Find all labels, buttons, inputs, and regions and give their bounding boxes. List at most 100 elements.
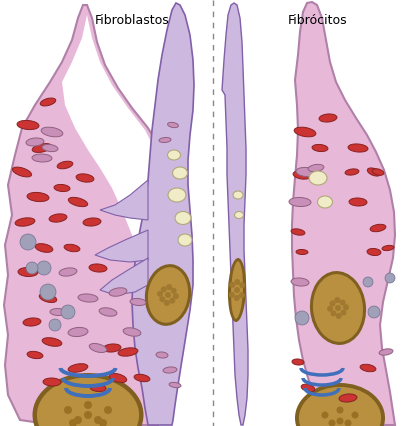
Ellipse shape <box>159 138 171 143</box>
Circle shape <box>343 304 349 310</box>
Circle shape <box>335 305 341 311</box>
Circle shape <box>99 419 107 426</box>
Ellipse shape <box>147 266 189 324</box>
Ellipse shape <box>168 150 181 160</box>
Polygon shape <box>132 3 194 425</box>
Circle shape <box>40 284 56 300</box>
Circle shape <box>164 300 170 306</box>
Ellipse shape <box>89 264 107 272</box>
Circle shape <box>161 286 167 292</box>
Polygon shape <box>292 2 395 425</box>
Ellipse shape <box>367 248 381 256</box>
Ellipse shape <box>35 376 141 426</box>
Ellipse shape <box>289 198 311 207</box>
Ellipse shape <box>349 198 367 206</box>
Ellipse shape <box>40 98 56 106</box>
Circle shape <box>328 420 336 426</box>
Polygon shape <box>100 258 148 295</box>
Circle shape <box>157 291 163 297</box>
Ellipse shape <box>294 127 316 137</box>
Ellipse shape <box>156 352 168 358</box>
Ellipse shape <box>12 167 31 177</box>
Circle shape <box>239 282 245 288</box>
Ellipse shape <box>99 308 117 316</box>
Circle shape <box>20 234 36 250</box>
Ellipse shape <box>228 258 246 322</box>
Circle shape <box>234 279 240 285</box>
Ellipse shape <box>57 161 73 169</box>
Ellipse shape <box>301 384 315 392</box>
Circle shape <box>351 412 359 418</box>
Circle shape <box>159 296 165 302</box>
Ellipse shape <box>42 144 58 152</box>
Ellipse shape <box>134 374 150 382</box>
Ellipse shape <box>348 144 368 152</box>
Circle shape <box>84 411 92 419</box>
Ellipse shape <box>312 273 364 343</box>
Circle shape <box>239 292 245 298</box>
Ellipse shape <box>382 245 394 250</box>
Ellipse shape <box>339 394 357 402</box>
Polygon shape <box>95 230 148 262</box>
Ellipse shape <box>15 218 35 226</box>
Ellipse shape <box>367 168 381 176</box>
Circle shape <box>74 416 82 424</box>
Ellipse shape <box>78 294 98 302</box>
Circle shape <box>345 420 351 426</box>
Circle shape <box>173 293 179 299</box>
Ellipse shape <box>76 174 94 182</box>
Circle shape <box>94 416 102 424</box>
Ellipse shape <box>310 271 366 345</box>
Ellipse shape <box>297 386 382 426</box>
Circle shape <box>104 406 112 414</box>
Ellipse shape <box>233 191 243 199</box>
Ellipse shape <box>32 154 52 162</box>
Ellipse shape <box>64 244 80 252</box>
Ellipse shape <box>291 278 309 286</box>
Ellipse shape <box>27 351 43 359</box>
Circle shape <box>385 273 395 283</box>
Ellipse shape <box>168 122 179 128</box>
Circle shape <box>340 299 345 305</box>
Ellipse shape <box>83 218 101 226</box>
Ellipse shape <box>130 299 146 305</box>
Circle shape <box>49 319 61 331</box>
Ellipse shape <box>90 384 106 391</box>
Polygon shape <box>4 5 172 425</box>
Ellipse shape <box>54 184 70 192</box>
Ellipse shape <box>68 364 88 372</box>
Ellipse shape <box>39 294 57 302</box>
Circle shape <box>229 282 235 288</box>
Circle shape <box>64 406 72 414</box>
Circle shape <box>169 298 175 304</box>
Ellipse shape <box>293 171 311 179</box>
Ellipse shape <box>17 121 39 130</box>
Ellipse shape <box>32 144 52 153</box>
Circle shape <box>234 287 240 293</box>
Polygon shape <box>100 180 148 220</box>
Ellipse shape <box>345 169 359 175</box>
Circle shape <box>37 261 51 275</box>
Ellipse shape <box>68 197 88 207</box>
Circle shape <box>327 306 333 312</box>
Ellipse shape <box>163 367 177 373</box>
Circle shape <box>368 306 380 318</box>
Ellipse shape <box>68 328 88 337</box>
Ellipse shape <box>296 250 308 254</box>
Ellipse shape <box>33 373 143 426</box>
Ellipse shape <box>318 196 332 208</box>
Circle shape <box>336 313 342 319</box>
Ellipse shape <box>23 318 41 326</box>
Circle shape <box>229 292 235 298</box>
Ellipse shape <box>42 338 62 346</box>
Ellipse shape <box>145 264 191 326</box>
Ellipse shape <box>18 268 38 276</box>
Ellipse shape <box>50 308 66 316</box>
Ellipse shape <box>169 383 181 388</box>
Ellipse shape <box>308 164 324 172</box>
Ellipse shape <box>43 378 61 386</box>
Ellipse shape <box>372 169 384 175</box>
Ellipse shape <box>360 364 376 372</box>
Circle shape <box>170 288 177 294</box>
Circle shape <box>69 419 77 426</box>
